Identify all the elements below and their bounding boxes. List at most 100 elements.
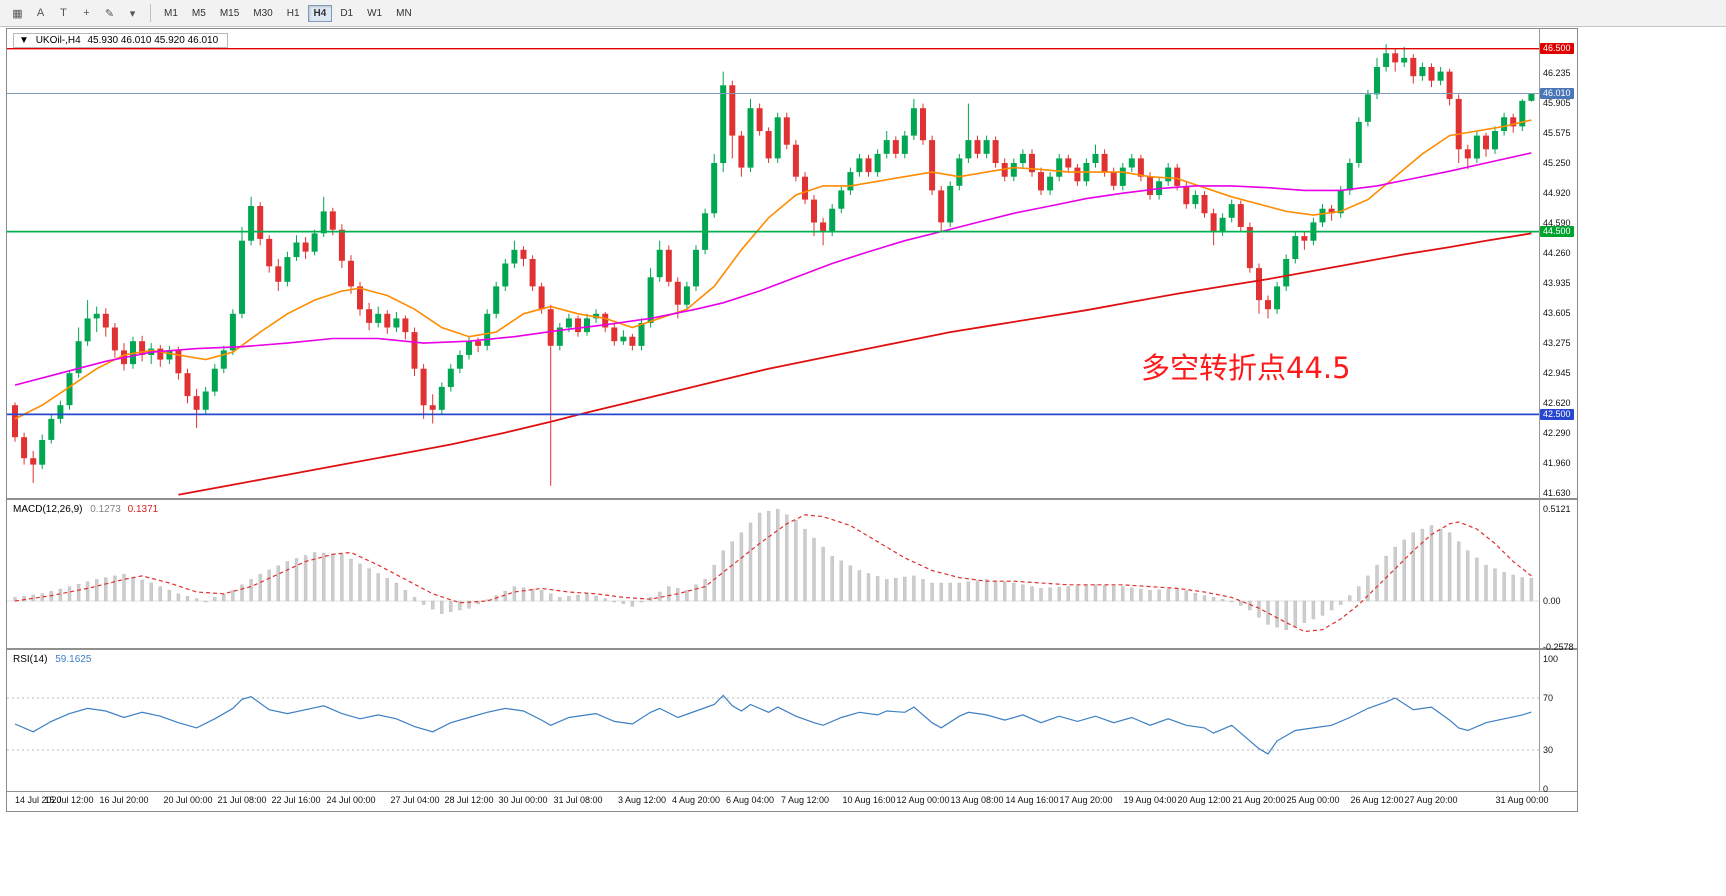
dropdown-caret-icon[interactable]: ▾: [129, 7, 136, 20]
toolbar: ▦ A T + ✎ ▾ M1 M5 M15 M30 H1 H4 D1 W1 MN: [0, 0, 1726, 27]
symbol-ohlc-label: ▼ UKOil-,H4 45.930 46.010 45.920 46.010: [13, 33, 229, 48]
annotation-text: 多空转折点44.5: [1141, 351, 1351, 385]
macd-name-text: MACD(12,26,9): [13, 504, 83, 515]
timeframe-button-m30[interactable]: M30: [253, 7, 273, 19]
macd-signal-line: [14, 514, 1532, 633]
price-line-label: 46.500: [1540, 43, 1574, 55]
axis-tick-label: 30: [1543, 744, 1554, 755]
time-axis-label: 30 Jul 00:00: [498, 795, 548, 805]
time-axis-label: 31 Aug 00:00: [1495, 795, 1549, 805]
crosshair-icon[interactable]: +: [83, 7, 90, 19]
time-axis-label: 4 Aug 20:00: [671, 795, 721, 805]
rsi-line: [14, 694, 1532, 755]
rsi-chart[interactable]: [7, 650, 1539, 791]
annotation-letter-icon[interactable]: A: [36, 7, 45, 19]
time-axis-label: 28 Jul 12:00: [444, 795, 494, 805]
time-axis-label: 21 Aug 20:00: [1232, 795, 1286, 805]
time-axis-label: 19 Aug 04:00: [1123, 795, 1177, 805]
axis-tick-label: 0: [1543, 783, 1549, 794]
price-line-label: 42.500: [1540, 408, 1574, 420]
axis-tick-label: 45.250: [1543, 157, 1571, 168]
timeframe-buttons-group: M1 M5 M15 M30 H1 H4 D1 W1 MN: [157, 4, 419, 22]
time-axis-label: 13 Aug 08:00: [950, 795, 1004, 805]
macd-chart[interactable]: [7, 500, 1539, 648]
timeframe-button-m5[interactable]: M5: [191, 7, 206, 19]
axis-tick-label: 0.5121: [1543, 503, 1571, 514]
axis-tick-label: 44.590: [1543, 217, 1571, 228]
time-axis-label: 17 Aug 20:00: [1059, 795, 1113, 805]
timeframe-button-d1[interactable]: D1: [340, 7, 354, 19]
axis-tick-label: 42.290: [1543, 428, 1571, 439]
timeframe-button-m15[interactable]: M15: [219, 7, 240, 19]
panel-divider[interactable]: [7, 648, 1577, 650]
ma-fast-line: [14, 119, 1532, 420]
time-axis-label: 22 Jul 16:00: [271, 795, 321, 805]
time-axis-label: 14 Jul 2020: [15, 795, 62, 805]
macd-signal-value: 0.1371: [127, 504, 159, 515]
time-axis-label: 20 Aug 12:00: [1177, 795, 1231, 805]
axis-tick-label: 0.00: [1543, 595, 1561, 606]
candles-layer: [12, 44, 1535, 486]
panel-divider[interactable]: [7, 498, 1577, 500]
candlestick-chart[interactable]: 多空转折点44.5: [7, 29, 1539, 498]
toolbar-separator: [150, 4, 151, 22]
axis-tick-label: 44.260: [1543, 248, 1571, 258]
axis-tick-label: 41.630: [1543, 488, 1571, 499]
axis-tick-label: 45.575: [1543, 127, 1571, 138]
candlestick-chart-icon[interactable]: ▦: [12, 7, 23, 20]
timeframe-button-m1[interactable]: M1: [164, 7, 178, 19]
rsi-panel[interactable]: RSI(14) 59.1625: [7, 650, 1577, 791]
time-axis-label: 26 Aug 12:00: [1350, 795, 1404, 805]
axis-tick-label: 44.920: [1543, 187, 1571, 198]
time-axis-label: 31 Jul 08:00: [553, 795, 603, 805]
time-axis-divider: [7, 791, 1577, 792]
text-tool-icon[interactable]: T: [60, 7, 67, 19]
rsi-label: RSI(14) 59.1625: [13, 654, 91, 665]
price-axis-border: [1539, 29, 1540, 791]
axis-tick-label: 43.275: [1543, 338, 1571, 348]
ma-mid-line: [14, 152, 1532, 386]
time-axis-label: 21 Jul 08:00: [217, 795, 267, 805]
axis-tick-label: 43.935: [1543, 277, 1571, 288]
price-line-label: 46.010: [1540, 88, 1574, 99]
ma-slow-line: [178, 232, 1532, 496]
time-axis-label: 25 Aug 00:00: [1286, 795, 1340, 805]
time-axis-label: 14 Aug 16:00: [1005, 795, 1059, 805]
axis-tick-label: 41.960: [1543, 458, 1571, 469]
time-axis-label: 20 Jul 00:00: [163, 795, 213, 805]
time-axis-label: 27 Aug 20:00: [1404, 795, 1458, 805]
chart-window: 多空转折点44.5 ▼ UKOil-,H4 45.930 46.010 45.9…: [6, 28, 1578, 812]
axis-tick-label: -0.2578: [1543, 641, 1574, 652]
price-panel[interactable]: 多空转折点44.5 ▼ UKOil-,H4 45.930 46.010 45.9…: [7, 29, 1577, 498]
timeframe-button-h1[interactable]: H1: [286, 7, 300, 19]
time-axis-label: 12 Aug 00:00: [896, 795, 950, 805]
collapse-arrow-icon[interactable]: ▼: [19, 35, 29, 46]
timeframe-button-h4[interactable]: H4: [307, 4, 333, 22]
time-axis-label: 27 Jul 04:00: [390, 795, 440, 805]
rsi-value: 59.1625: [55, 654, 92, 665]
time-axis-label: 3 Aug 12:00: [617, 795, 667, 805]
axis-tick-label: 70: [1543, 692, 1554, 703]
axis-tick-label: 46.235: [1543, 67, 1571, 78]
time-axis-label: 10 Aug 16:00: [842, 795, 896, 805]
time-axis-label: 6 Aug 04:00: [725, 795, 775, 805]
axis-tick-label: 43.605: [1543, 307, 1571, 318]
axis-tick-label: 45.905: [1543, 97, 1571, 108]
timeframe-button-mn[interactable]: MN: [396, 7, 412, 19]
rsi-name-text: RSI(14): [13, 654, 48, 665]
macd-histogram: [13, 509, 1534, 630]
macd-main-value: 0.1273: [90, 504, 121, 515]
symbol-timeframe-text: UKOil-,H4: [35, 35, 81, 46]
time-axis-label: 24 Jul 00:00: [326, 795, 376, 805]
time-axis-label: 7 Aug 12:00: [780, 795, 830, 805]
price-line-label: 44.500: [1540, 226, 1574, 238]
axis-tick-label: 42.945: [1543, 368, 1571, 379]
time-axis-label: 15 Jul 12:00: [44, 795, 94, 805]
draw-tools-icon[interactable]: ✎: [104, 7, 115, 20]
timeframe-button-w1[interactable]: W1: [367, 7, 383, 19]
axis-tick-label: 42.620: [1543, 397, 1571, 408]
axis-tick-label: 100: [1543, 653, 1559, 664]
macd-panel[interactable]: MACD(12,26,9) 0.1273 0.1371: [7, 500, 1577, 648]
ohlc-values-text: 45.930 46.010 45.920 46.010: [87, 35, 219, 46]
